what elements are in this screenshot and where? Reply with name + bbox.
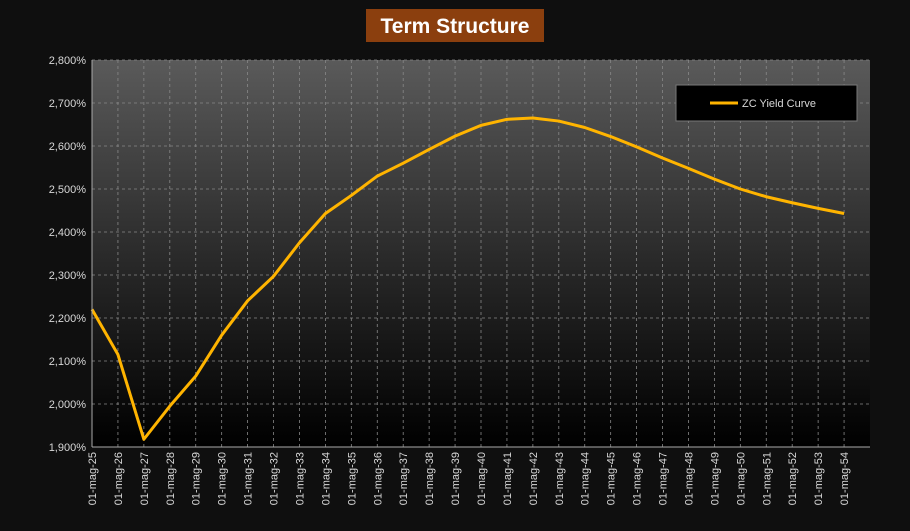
x-tick-label: 01-mag-45 xyxy=(606,452,618,505)
x-tick-label: 01-mag-31 xyxy=(243,452,255,505)
x-tick-label: 01-mag-49 xyxy=(709,452,721,505)
x-tick-label: 01-mag-42 xyxy=(528,452,540,505)
title-box xyxy=(366,9,544,42)
y-tick-label: 2,000% xyxy=(49,399,87,411)
y-tick-label: 2,100% xyxy=(49,356,87,368)
x-tick-label: 01-mag-34 xyxy=(320,452,332,505)
y-tick-label: 2,500% xyxy=(49,184,87,196)
x-tick-label: 01-mag-29 xyxy=(191,452,203,505)
x-tick-label: 01-mag-51 xyxy=(761,452,773,505)
x-tick-label: 01-mag-26 xyxy=(113,452,125,505)
series-line xyxy=(90,116,845,441)
x-tick-label: 01-mag-28 xyxy=(165,452,177,505)
x-tick-label: 01-mag-36 xyxy=(372,452,384,505)
x-tick-label: 01-mag-39 xyxy=(450,452,462,505)
x-tick-label: 01-mag-41 xyxy=(502,452,514,505)
x-tick-label: 01-mag-32 xyxy=(269,452,281,505)
x-tick-label: 01-mag-30 xyxy=(217,452,229,505)
y-tick-label: 2,700% xyxy=(49,98,87,110)
legend xyxy=(675,84,858,122)
x-tick-label: 01-mag-38 xyxy=(424,452,436,505)
y-tick-label: 2,200% xyxy=(49,313,87,325)
x-tick-label: 01-mag-27 xyxy=(139,452,151,505)
x-tick-label: 01-mag-44 xyxy=(580,452,592,505)
legend-label: ZC Yield Curve xyxy=(742,98,816,110)
x-tick-label: 01-mag-54 xyxy=(839,452,851,505)
x-tick-label: 01-mag-46 xyxy=(632,452,644,505)
x-tick-label: 01-mag-40 xyxy=(476,452,488,505)
x-tick-label: 01-mag-43 xyxy=(554,452,566,505)
x-tick-label: 01-mag-52 xyxy=(787,452,799,505)
y-tick-label: 2,400% xyxy=(49,227,87,239)
chart-title: Term Structure xyxy=(381,15,530,38)
y-tick-label: 2,300% xyxy=(49,270,87,282)
x-tick-label: 01-mag-25 xyxy=(87,452,99,505)
x-tick-label: 01-mag-47 xyxy=(658,452,670,505)
x-tick-label: 01-mag-48 xyxy=(683,452,695,505)
y-tick-label: 2,600% xyxy=(49,141,87,153)
x-tick-label: 01-mag-53 xyxy=(813,452,825,505)
x-tick-label: 01-mag-33 xyxy=(294,452,306,505)
x-tick-label: 01-mag-37 xyxy=(398,452,410,505)
y-tick-label: 2,800% xyxy=(49,55,87,67)
x-tick-label: 01-mag-35 xyxy=(346,452,358,505)
x-tick-label: 01-mag-50 xyxy=(735,452,747,505)
y-tick-label: 1,900% xyxy=(49,442,87,454)
